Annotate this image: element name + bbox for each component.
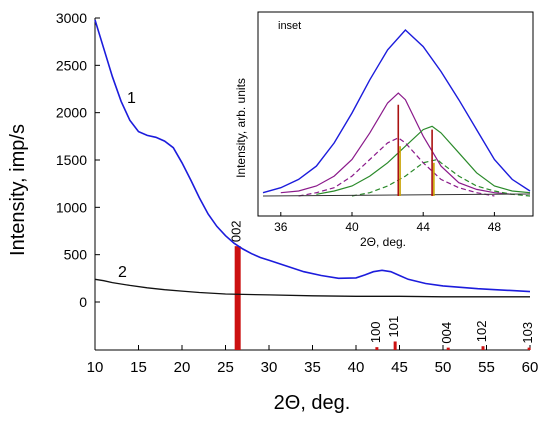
inset-x-tick-label: 40 bbox=[345, 220, 359, 234]
inset-series-line bbox=[262, 29, 531, 194]
x-tick-label: 20 bbox=[174, 359, 191, 376]
inset-series-line bbox=[280, 92, 513, 195]
inset-x-tick-label: 36 bbox=[274, 220, 288, 234]
reference-peak-label: 100 bbox=[368, 321, 383, 343]
reference-peak-bar bbox=[481, 346, 485, 350]
inset-series-line bbox=[316, 125, 531, 195]
reference-peak-bar bbox=[527, 347, 531, 350]
y-tick-label: 500 bbox=[64, 247, 88, 263]
reference-peak-bar bbox=[446, 347, 450, 350]
y-tick-label: 1500 bbox=[56, 152, 87, 168]
inset-x-tick-label: 44 bbox=[417, 220, 431, 234]
x-tick-label: 60 bbox=[522, 359, 539, 376]
reference-peak-bar bbox=[375, 347, 379, 350]
y-tick-label: 1000 bbox=[56, 199, 87, 215]
y-tick-label: 2500 bbox=[56, 57, 87, 73]
inset-x-axis-label: 2Θ, deg. bbox=[360, 235, 406, 249]
inset-baseline bbox=[262, 193, 531, 197]
inset-frame bbox=[257, 11, 534, 217]
inset-chart: 36 40 44 48 inset 2Θ, deg. Intensity, arb. … bbox=[234, 11, 534, 249]
x-tick-label: 30 bbox=[261, 359, 278, 376]
reference-peak-label: 102 bbox=[474, 321, 489, 343]
x-tick-label: 50 bbox=[435, 359, 452, 376]
inset-title: inset bbox=[278, 20, 301, 32]
x-tick-label: 10 bbox=[87, 359, 104, 376]
reference-peak-label: 101 bbox=[386, 316, 401, 338]
inset-series-line bbox=[298, 137, 495, 197]
main-x-axis-label: 2Θ, deg. bbox=[274, 392, 351, 414]
series-1-line bbox=[94, 19, 531, 293]
reference-peak-bar bbox=[234, 246, 241, 350]
reference-peak-label: 103 bbox=[520, 322, 535, 344]
x-tick-label: 25 bbox=[217, 359, 234, 376]
series-2-label: 2 bbox=[118, 264, 127, 281]
y-tick-label: 3000 bbox=[56, 10, 87, 26]
inset-y-axis-label: Intensity, arb. units bbox=[234, 78, 248, 178]
main-chart: 10 15 20 25 30 35 40 45 50 55 60 0 500 1000 1500 2000 25… bbox=[7, 10, 538, 414]
series-1-label: 1 bbox=[127, 90, 136, 107]
reference-peak-label: 004 bbox=[439, 322, 454, 344]
x-tick-label: 35 bbox=[304, 359, 321, 376]
series-2-line bbox=[94, 278, 530, 298]
x-tick-label: 40 bbox=[348, 359, 365, 376]
y-tick-label: 0 bbox=[79, 294, 87, 310]
main-y-axis-label: Intensity, imp/s bbox=[7, 124, 29, 256]
inset-x-tick-label: 48 bbox=[488, 220, 502, 234]
x-tick-label: 15 bbox=[130, 359, 147, 376]
y-tick-label: 2000 bbox=[56, 105, 87, 121]
x-tick-label: 55 bbox=[478, 359, 495, 376]
reference-peak-label: 002 bbox=[229, 220, 244, 242]
x-tick-label: 45 bbox=[391, 359, 408, 376]
inset-series-line bbox=[351, 158, 531, 197]
reference-peak-bar bbox=[393, 341, 397, 350]
